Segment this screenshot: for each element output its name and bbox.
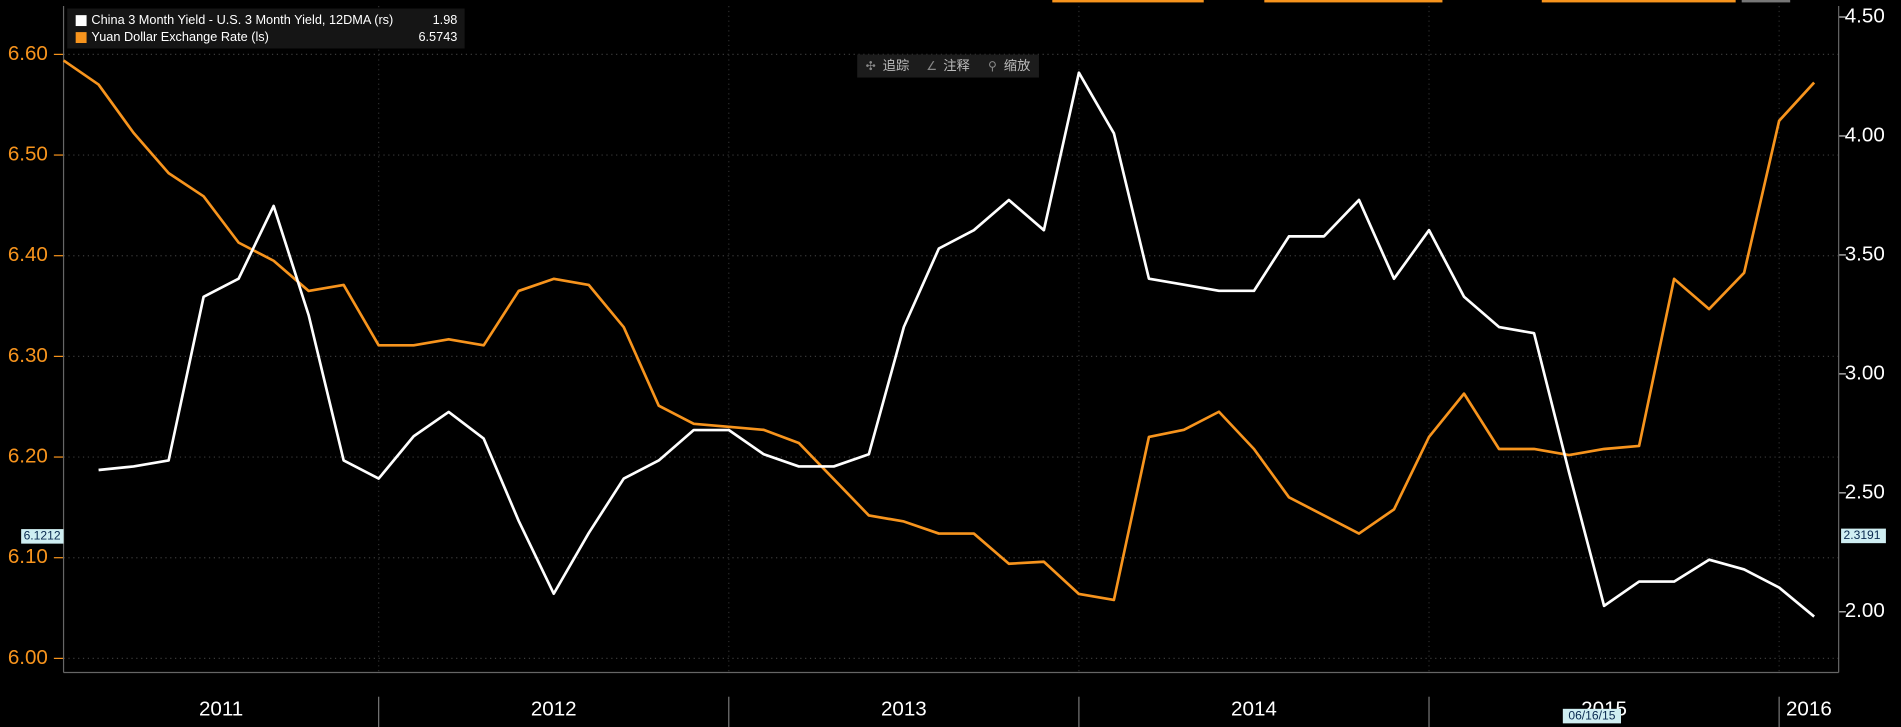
y-tick-label: 6.50 — [8, 142, 48, 165]
legend-label: China 3 Month Yield - U.S. 3 Month Yield… — [91, 12, 393, 27]
x-tick-label: 2012 — [531, 697, 577, 720]
legend-swatch — [75, 15, 87, 27]
legend-last-value: 1.98 — [433, 12, 458, 27]
top-strip — [1052, 0, 1791, 3]
series-line — [98, 71, 1815, 618]
toolbar-bg — [857, 54, 1039, 78]
cursor-label: 2.3191 — [1843, 528, 1880, 542]
y2-tick-label: 2.50 — [1845, 480, 1885, 503]
series-line — [62, 59, 1816, 602]
legend: China 3 Month Yield - U.S. 3 Month Yield… — [67, 8, 465, 49]
tab — [1541, 0, 1736, 3]
x-tick-label: 2013 — [881, 697, 927, 720]
icon: ⚲ — [988, 59, 997, 73]
y-tick-label: 6.10 — [8, 545, 48, 568]
y2-tick-label: 3.50 — [1845, 242, 1885, 265]
plot-area — [53, 6, 1846, 727]
legend-label: Yuan Dollar Exchange Rate (ls) — [91, 29, 268, 44]
tab — [1741, 0, 1791, 3]
cursor-box — [21, 529, 64, 544]
y-tick-label: 6.20 — [8, 444, 48, 467]
y-tick-label: 6.60 — [8, 42, 48, 65]
toolbar-button[interactable]: 缩放 — [1004, 58, 1031, 73]
y2-tick-label: 2.00 — [1845, 599, 1885, 622]
cursor-box — [1841, 528, 1886, 544]
toolbar: ✣ 追踪 ∠ 注释 ⚲ 缩放 — [857, 54, 1039, 78]
x-tick-label: 2016 — [1786, 697, 1832, 720]
tab — [1264, 0, 1443, 3]
cursor-date: 06/16/15 — [1568, 708, 1615, 722]
icon: ✣ — [866, 59, 876, 73]
legend-last-value: 6.5743 — [418, 29, 457, 44]
x-tick-label: 2014 — [1231, 697, 1277, 720]
y2-tick-label: 4.50 — [1845, 4, 1885, 27]
y-tick-label: 6.40 — [8, 243, 48, 266]
x-tick-label: 2011 — [199, 697, 243, 720]
y2-tick-label: 4.00 — [1845, 123, 1885, 146]
cursor-label: 6.1212 — [24, 529, 61, 543]
tab — [1052, 0, 1204, 3]
legend-bg — [67, 8, 465, 49]
y-tick-label: 6.30 — [8, 344, 48, 367]
y2-tick-label: 3.00 — [1845, 361, 1885, 384]
cursor-box — [1562, 708, 1621, 724]
y-tick-label: 6.00 — [8, 646, 48, 669]
toolbar-button[interactable]: 追踪 — [883, 58, 910, 73]
legend-swatch — [75, 32, 87, 44]
toolbar-button[interactable]: 注释 — [943, 58, 970, 73]
icon: ∠ — [926, 59, 937, 73]
